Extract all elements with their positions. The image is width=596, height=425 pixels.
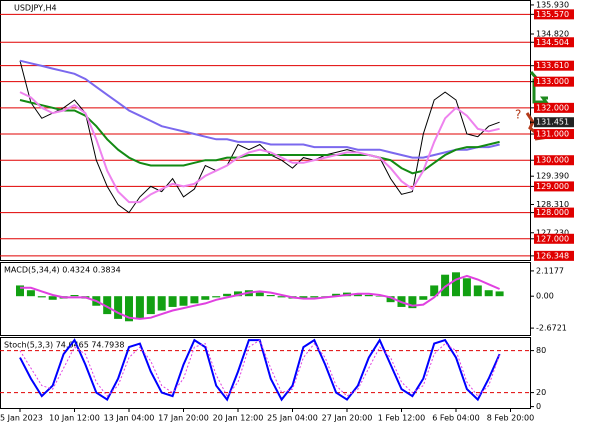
y-tick-label: 0.00	[536, 292, 554, 301]
bar	[408, 296, 417, 309]
bar	[168, 296, 177, 307]
y-tick-label: 130.000	[536, 156, 569, 165]
bar	[353, 293, 362, 297]
bar	[452, 272, 460, 297]
y-tick-label: 135.570	[536, 10, 569, 19]
y-tick-label: 132.000	[536, 103, 569, 112]
y-tick-label: 134.504	[536, 38, 569, 47]
series-line	[19, 91, 500, 204]
y-tick-box	[534, 9, 574, 20]
y-tick-box	[534, 207, 574, 218]
x-tick-label: 5 Jan 2023	[0, 414, 43, 423]
bar	[114, 296, 123, 319]
series-line	[19, 60, 500, 214]
bar	[103, 296, 112, 315]
y-tick-label: 20	[536, 388, 546, 397]
y-tick-box	[534, 233, 574, 244]
y-tick-box	[534, 117, 574, 128]
y-tick-label: 126.348	[536, 251, 569, 260]
bar	[37, 296, 46, 298]
x-tick-label: 17 Jan 20:00	[158, 414, 209, 423]
panel-title: MACD(5,34,4) 0.4324 0.3834	[4, 266, 121, 275]
bar	[484, 290, 493, 297]
bar	[157, 296, 166, 311]
y-tick-label: 129.000	[536, 182, 569, 191]
bar	[375, 296, 384, 297]
bar	[277, 296, 286, 298]
bar	[332, 293, 341, 297]
bar	[266, 295, 275, 297]
panel-frame	[0, 262, 531, 336]
bar	[234, 291, 242, 297]
bar	[473, 285, 482, 297]
bar	[430, 285, 439, 297]
bar	[48, 296, 57, 300]
y-tick-box	[534, 155, 574, 166]
y-tick-box	[534, 37, 574, 48]
x-tick-label: 27 Jan 20:00	[322, 414, 373, 423]
panel-frame	[0, 0, 531, 261]
y-tick-label: 80	[536, 346, 546, 355]
y-tick-label: 135.930	[536, 0, 569, 9]
y-tick-label: 134.820	[536, 29, 569, 38]
series-line	[20, 274, 500, 320]
question-mark: ?	[515, 108, 521, 122]
y-tick-label: 133.610	[536, 61, 569, 70]
x-tick-label: 20 Jan 12:00	[213, 414, 264, 423]
x-tick-label: 1 Feb 12:00	[378, 414, 425, 423]
y-tick-label: 0	[536, 402, 541, 411]
y-tick-box	[534, 60, 574, 71]
bar	[212, 296, 221, 298]
series-line	[19, 59, 500, 159]
panel-frame	[0, 337, 531, 409]
bar	[190, 296, 199, 304]
panel-title: USDJPY,H4	[14, 4, 57, 13]
y-tick-label: 127.000	[536, 234, 569, 243]
bar	[26, 290, 35, 297]
y-tick-label: 131.451	[536, 118, 569, 127]
bar	[255, 292, 264, 297]
bar	[364, 295, 373, 297]
series-line	[19, 99, 500, 175]
y-tick-box	[534, 181, 574, 192]
x-tick-label: 13 Jan 04:00	[104, 414, 155, 423]
bar	[419, 296, 428, 300]
bar	[299, 296, 308, 299]
bar	[386, 296, 395, 303]
series-line	[19, 339, 501, 398]
bar	[146, 296, 155, 315]
bar	[462, 278, 471, 297]
y-tick-box	[534, 250, 574, 261]
bar	[201, 296, 210, 300]
bar	[70, 295, 79, 297]
x-tick-label: 6 Feb 04:00	[432, 414, 479, 423]
y-tick-label: 128.310	[536, 200, 569, 209]
bar	[310, 296, 319, 298]
bar	[16, 285, 24, 297]
y-tick-box	[534, 76, 574, 87]
panel-title: Stoch(5,3,3) 74.0465 74.7938	[4, 341, 124, 350]
y-tick-label: 2.1177	[536, 266, 564, 275]
y-tick-label: 131.000	[536, 130, 569, 139]
bar	[223, 293, 232, 297]
y-tick-box	[534, 102, 574, 113]
y-tick-label: 129.390	[536, 172, 569, 181]
y-tick-label: 128.000	[536, 208, 569, 217]
y-tick-label: 133.000	[536, 77, 569, 86]
x-tick-label: 8 Feb 20:00	[487, 414, 534, 423]
x-tick-label: 10 Jan 12:00	[49, 414, 100, 423]
y-tick-box	[534, 129, 574, 140]
bar	[179, 296, 188, 306]
y-tick-label: 127.230	[536, 228, 569, 237]
y-tick-label: -2.6721	[536, 324, 567, 333]
x-tick-label: 25 Jan 04:00	[267, 414, 318, 423]
bar	[495, 291, 504, 297]
bar	[125, 296, 133, 322]
bar	[135, 296, 144, 319]
